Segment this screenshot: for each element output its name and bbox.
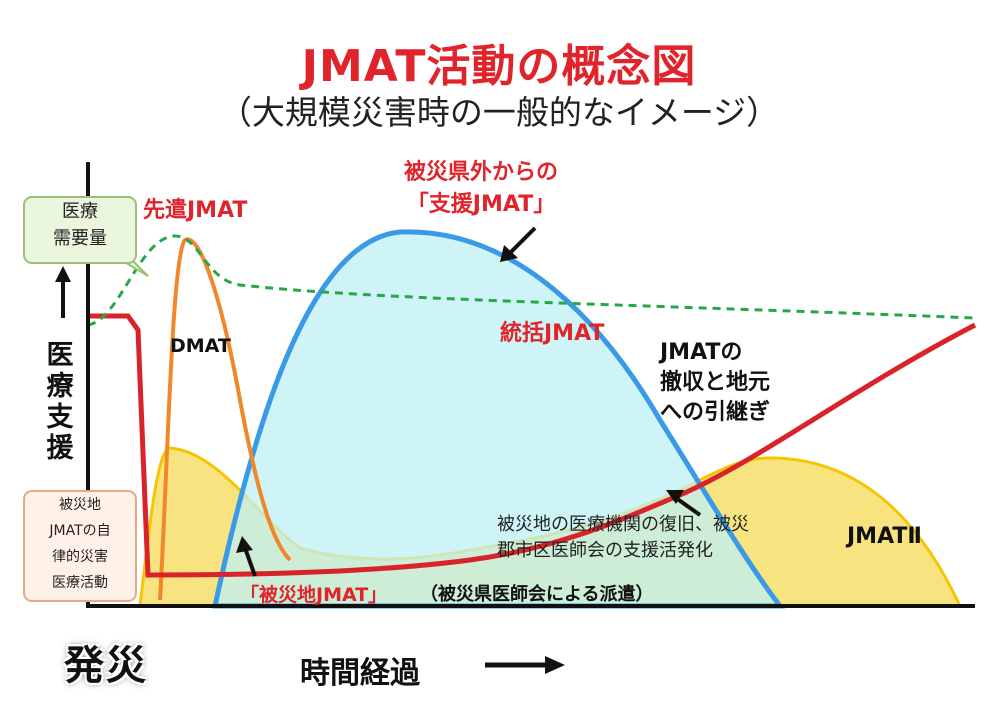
advance-jmat-label: 先遣JMAT	[143, 198, 248, 223]
time-arrow-icon	[485, 656, 565, 674]
general-jmat-label: 統括JMAT	[500, 321, 605, 346]
recovery-label: 被災地の医療機関の復旧、被災 郡市区医師会の支援活発化	[497, 514, 749, 561]
disaster-onset-label: 発災	[64, 643, 148, 689]
support-jmat-arrow-icon	[500, 226, 537, 262]
time-axis-label: 時間経過	[300, 656, 420, 691]
disaster-jmat-arrow-icon	[236, 536, 257, 577]
disaster-jmat-label: 「被災地JMAT」	[240, 584, 388, 606]
withdrawal-label: JMATの 撤収と地元 への引継ぎ	[660, 340, 771, 425]
dispatch-label: （被災県医師会による派遣）	[420, 584, 654, 605]
recovery-arrow-icon	[666, 490, 702, 517]
medical-demand-curve	[87, 234, 976, 327]
dmat-label: DMAT	[170, 335, 231, 357]
local-jmat-activity-label: 被災地 JMATの自 律的災害 医療活動	[23, 490, 137, 602]
local-support-line	[90, 313, 977, 578]
page-title: JMAT活動の概念図	[301, 41, 697, 92]
page-subtitle: （大規模災害時の一般的なイメージ）	[218, 93, 780, 132]
medical-demand-label: 医療 需要量	[23, 196, 137, 264]
support-jmat-label: 被災県外からの 「支援JMAT」	[404, 160, 559, 217]
jmat2-label: JMATⅡ	[847, 524, 922, 549]
medical-support-axis-label: 医 療 支 援	[46, 340, 74, 464]
